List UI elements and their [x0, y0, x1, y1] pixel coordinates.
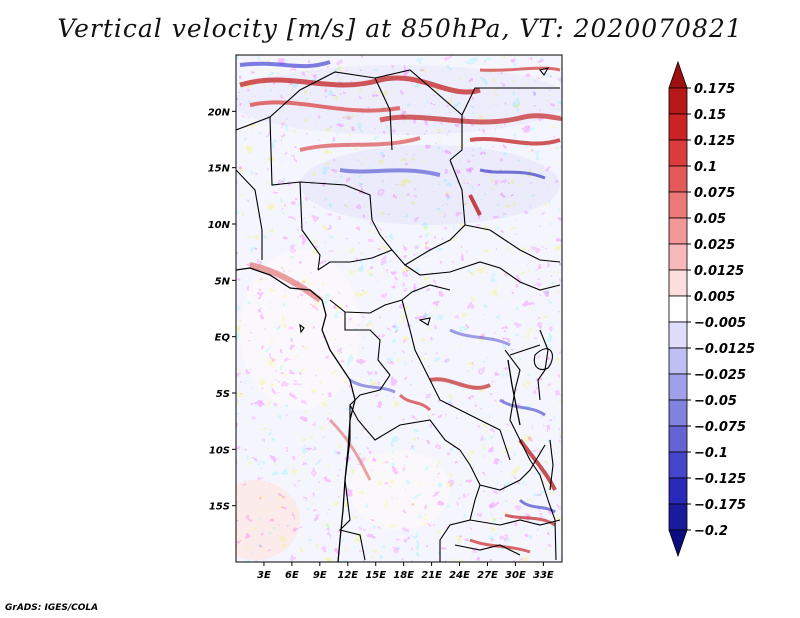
colorbar-segment: [668, 191, 688, 219]
longitude-axis: 3E 6E 9E 12E 15E 18E 21E 24E 27E 30E 33E: [257, 562, 554, 581]
lat-tick-label: 10S: [209, 445, 230, 456]
credit-label: GrADS: IGES/COLA: [5, 603, 99, 613]
colorbar-label: 0.0125: [694, 264, 744, 279]
colorbar-label: −0.1: [694, 446, 728, 461]
lat-tick-label: 15N: [208, 164, 231, 175]
colorbar-segment: [668, 477, 688, 505]
colorbar-segment: [668, 503, 688, 531]
map-frame: [235, 54, 563, 563]
lat-tick-label: 10N: [208, 220, 231, 231]
colorbar: 0.175 0.15 0.125 0.1 0.075 0.05 0.025 0.0125 0.0…: [668, 60, 755, 558]
latitude-axis: 20N 15N 10N 5N EQ 5S 10S 15S: [208, 107, 236, 513]
lon-tick-label: 12E: [337, 570, 358, 581]
colorbar-top-arrow: [668, 60, 688, 89]
colorbar-segment: [668, 321, 688, 349]
colorbar-segment: [668, 399, 688, 427]
lon-tick-label: 3E: [257, 570, 271, 581]
colorbar-label: −0.005: [694, 316, 746, 331]
colorbar-label: −0.175: [694, 498, 746, 513]
colorbar-segment: [668, 217, 688, 245]
colorbar-segment: [668, 139, 688, 167]
lon-tick-label: 24E: [449, 570, 470, 581]
colorbar-label: −0.2: [694, 524, 728, 539]
country-borders: [236, 67, 561, 562]
colorbar-segment: [668, 243, 688, 271]
lat-tick-label: 5N: [215, 276, 231, 287]
colorbar-label: 0.15: [694, 108, 726, 123]
colorbar-label: −0.0125: [694, 342, 755, 357]
colorbar-label: −0.075: [694, 420, 746, 435]
colorbar-label: −0.05: [694, 394, 737, 409]
lon-tick-label: 27E: [477, 570, 498, 581]
lon-tick-label: 30E: [505, 570, 526, 581]
plot-title: Vertical velocity [m/s] at 850hPa, VT: 2…: [57, 14, 743, 43]
colorbar-label: 0.075: [694, 186, 735, 201]
colorbar-label: −0.025: [694, 368, 746, 383]
colorbar-segment: [668, 113, 688, 141]
lat-tick-label: 20N: [208, 107, 231, 118]
colorbar-label: 0.05: [694, 212, 726, 227]
colorbar-segment: [668, 165, 688, 193]
lon-tick-label: 15E: [365, 570, 386, 581]
colorbar-label: 0.125: [694, 134, 735, 149]
lon-tick-label: 6E: [285, 570, 299, 581]
lon-tick-label: 9E: [313, 570, 327, 581]
colorbar-segment: [668, 425, 688, 453]
colorbar-segment: [668, 451, 688, 479]
colorbar-segment: [668, 269, 688, 297]
colorbar-label: 0.025: [694, 238, 735, 253]
lat-tick-label: EQ: [215, 333, 231, 344]
colorbar-segment: [668, 347, 688, 375]
velocity-field: [236, 55, 562, 562]
colorbar-segment: [668, 373, 688, 401]
lon-tick-label: 33E: [533, 570, 554, 581]
colorbar-label: 0.005: [694, 290, 735, 305]
lon-tick-label: 21E: [421, 570, 442, 581]
colorbar-label: 0.175: [694, 82, 735, 97]
colorbar-segment: [668, 87, 688, 115]
colorbar-label: 0.1: [694, 160, 717, 175]
lat-tick-label: 5S: [216, 389, 230, 400]
lon-tick-label: 18E: [393, 570, 414, 581]
colorbar-segment: [668, 295, 688, 323]
colorbar-label: −0.125: [694, 472, 746, 487]
colorbar-bottom-arrow: [668, 529, 688, 558]
lat-tick-label: 15S: [209, 502, 230, 513]
